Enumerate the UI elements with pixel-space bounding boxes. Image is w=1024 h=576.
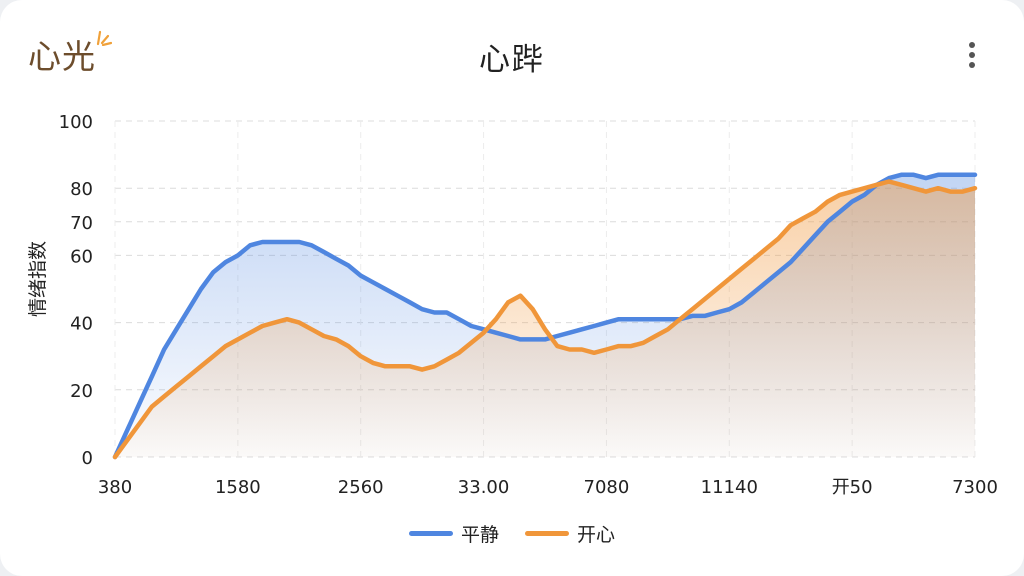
y-axis-label: 情绪指数 <box>27 241 49 317</box>
y-tick-label: 20 <box>70 381 93 402</box>
y-tick-label: 70 <box>70 213 93 234</box>
x-tick-label: 33.00 <box>458 477 510 498</box>
y-tick-label: 60 <box>70 246 93 267</box>
x-tick-label: 11140 <box>701 477 758 498</box>
y-tick-label: 100 <box>59 112 93 133</box>
x-tick-label: 2560 <box>338 477 384 498</box>
legend-swatch-happy <box>525 531 569 536</box>
page-title: 心跸 <box>479 42 545 78</box>
series-area-happy <box>115 181 975 457</box>
legend-swatch-calm <box>408 531 453 536</box>
logo-text: 心光 <box>28 37 96 76</box>
y-axis-ticks: 0 20 40 60 70 80 100 <box>59 112 93 469</box>
y-tick-label: 0 <box>82 448 93 469</box>
series-lines <box>112 172 978 460</box>
y-tick-label: 80 <box>70 179 93 200</box>
sun-rays-icon <box>96 30 112 46</box>
x-tick-label: 380 <box>98 477 132 498</box>
x-tick-label: 7080 <box>584 477 630 498</box>
chart-legend: 平静 开心 <box>0 520 1024 547</box>
series-line-happy <box>112 179 978 460</box>
legend-label-calm: 平静 <box>460 524 499 546</box>
legend-label-happy: 开心 <box>577 524 616 546</box>
x-tick-label: 7300 <box>952 477 998 498</box>
more-vertical-icon[interactable] <box>962 42 982 68</box>
x-axis-ticks: 380 1580 2560 33.00 7080 11140 开50 7300 <box>98 477 998 498</box>
series-areas <box>115 174 975 458</box>
legend-item-happy[interactable]: 开心 <box>525 520 615 547</box>
app-logo: 心光 <box>28 30 112 78</box>
y-tick-label: 40 <box>70 314 93 335</box>
series-line-calm <box>112 172 978 460</box>
legend-item-calm[interactable]: 平静 <box>408 520 499 547</box>
kebab-dot <box>969 62 975 68</box>
header: 心光 心跸 <box>0 0 1024 100</box>
x-tick-label: 1580 <box>215 477 261 498</box>
x-tick-label: 开50 <box>832 477 873 498</box>
kebab-dot <box>969 52 975 58</box>
kebab-dot <box>969 42 975 48</box>
